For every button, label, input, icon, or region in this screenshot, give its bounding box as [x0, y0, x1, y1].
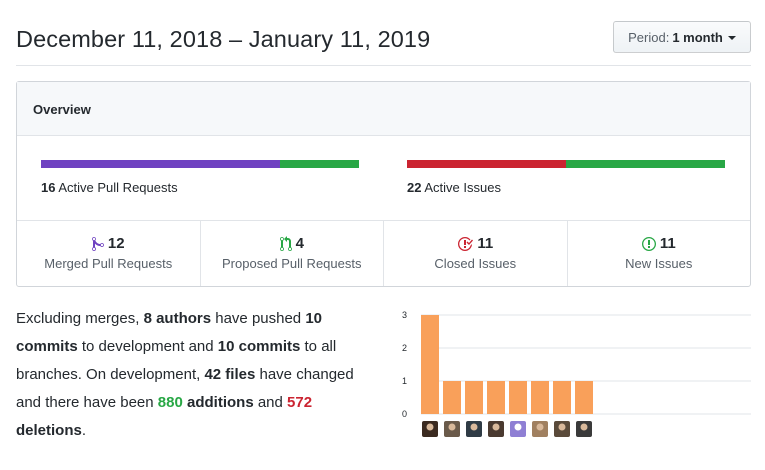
summary-text-2: have pushed	[211, 310, 306, 327]
proposed-count: 4	[295, 235, 304, 252]
summary-text-4: to all branches. On development,	[16, 338, 337, 383]
git-pull-request-icon	[279, 235, 292, 252]
avatar-face	[448, 423, 456, 431]
summary-text-6: and	[253, 394, 288, 411]
avatar-face	[470, 423, 478, 431]
page-header: December 11, 2018 – January 11, 2019 Per…	[16, 0, 751, 66]
deletions-word: deletions	[16, 422, 82, 439]
new-segment	[566, 160, 725, 168]
caret-down-icon	[727, 36, 736, 40]
overview-box: Overview 16 Active Pull Requests 22 Acti…	[16, 81, 751, 287]
summary-text-7: .	[81, 422, 87, 439]
y-tick-label: 2	[402, 343, 407, 353]
avatar-face	[558, 423, 566, 431]
commits-by-author-chart: 0 1 2 3	[395, 305, 755, 445]
chart-svg: 0 1 2 3	[402, 310, 751, 437]
period-value: 1 month	[672, 29, 723, 45]
active-pull-requests-label: Active Pull Requests	[58, 180, 178, 195]
avatar-face	[426, 423, 434, 431]
files-changed-count: 42 files	[204, 366, 256, 383]
stat-merged-pull-requests[interactable]: 12 Merged Pull Requests	[17, 221, 201, 286]
proposed-label: Proposed Pull Requests	[222, 256, 362, 271]
git-merge-icon	[91, 236, 104, 252]
proposed-segment	[279, 160, 359, 168]
summary-text-1: Excluding merges,	[16, 310, 144, 327]
commits-all-branches-count: 10 commits	[217, 338, 301, 355]
new-issues-label: New Issues	[625, 256, 693, 271]
commit-bar[interactable]	[509, 381, 527, 414]
active-pull-requests-link[interactable]: 16 Active Pull Requests	[41, 180, 178, 195]
commit-bar[interactable]	[575, 381, 593, 414]
y-tick-label: 1	[402, 376, 407, 386]
new-issues-count: 11	[659, 235, 676, 252]
avatar-face	[536, 423, 544, 431]
active-issues-link[interactable]: 22 Active Issues	[407, 180, 501, 195]
y-tick-label: 3	[402, 310, 407, 320]
issues-progress-bar[interactable]	[407, 160, 725, 168]
merged-label: Merged Pull Requests	[44, 256, 173, 271]
commits-development-count: 10 commits	[16, 310, 323, 355]
stat-new-issues[interactable]: 11 New Issues	[568, 221, 751, 286]
avatar-face	[580, 423, 588, 431]
active-issues-label: Active Issues	[424, 180, 501, 195]
stat-closed-issues[interactable]: 11 Closed Issues	[384, 221, 568, 286]
period-label: Period:	[628, 29, 670, 45]
additions-word: additions	[182, 394, 254, 411]
merged-segment	[41, 160, 280, 168]
merged-count: 12	[107, 235, 125, 252]
period-dropdown-button[interactable]: Period: 1 month	[613, 21, 751, 53]
overview-title: Overview	[33, 102, 91, 117]
commit-bar[interactable]	[531, 381, 549, 414]
commit-bar[interactable]	[465, 381, 483, 414]
stat-proposed-pull-requests[interactable]: 4 Proposed Pull Requests	[201, 221, 384, 286]
closed-segment	[407, 160, 566, 168]
active-pull-requests-count: 16	[41, 180, 56, 195]
additions-count: 880	[157, 394, 183, 411]
overview-summary-bars: 16 Active Pull Requests 22 Active Issues	[17, 136, 750, 221]
closed-issues-count: 11	[477, 235, 494, 252]
authors-link[interactable]: 8 authors	[143, 310, 212, 327]
deletions-count: 572	[287, 394, 313, 411]
active-issues-count: 22	[407, 180, 422, 195]
summary-text-3: to development and	[77, 338, 218, 355]
avatar-face	[492, 423, 500, 431]
commit-summary: Excluding merges, 8 authors have pushed …	[16, 305, 376, 445]
y-tick-label: 0	[402, 409, 407, 419]
issue-opened-icon	[641, 236, 656, 252]
commit-bar[interactable]	[443, 381, 461, 414]
commit-bar[interactable]	[487, 381, 505, 414]
overview-header: Overview	[17, 82, 750, 136]
commit-bar[interactable]	[553, 381, 571, 414]
avatar-face	[514, 423, 522, 431]
pull-requests-progress-bar[interactable]	[41, 160, 359, 168]
summary-text-5: have changed and there have been	[16, 366, 354, 411]
closed-issues-label: Closed Issues	[434, 256, 517, 271]
commit-bar[interactable]	[421, 315, 439, 414]
issue-closed-icon	[457, 236, 474, 252]
date-range-title: December 11, 2018 – January 11, 2019	[16, 26, 431, 52]
overview-stats: 12 Merged Pull Requests 4 Proposed Pull …	[17, 221, 750, 286]
